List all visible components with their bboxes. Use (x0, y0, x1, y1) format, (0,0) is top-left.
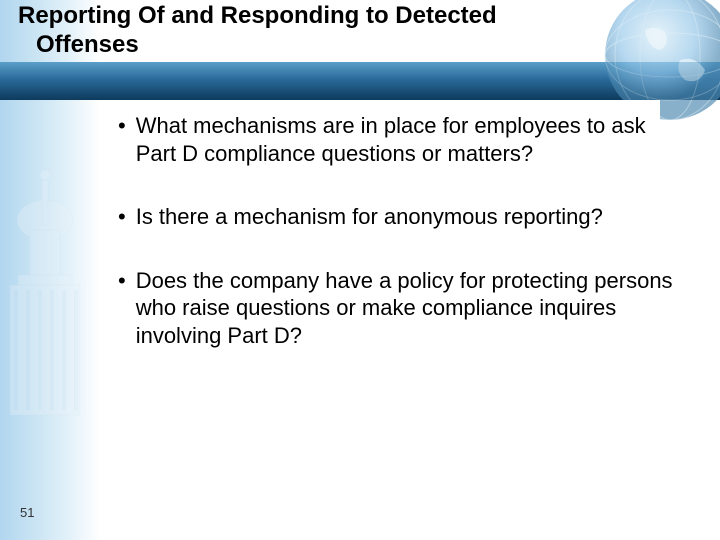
capitol-watermark (0, 160, 110, 540)
title-line-2: Offenses (18, 31, 139, 58)
bullet-text: Is there a mechanism for anonymous repor… (136, 203, 678, 231)
slide-container: Reporting Of and Responding to Detected … (0, 0, 720, 540)
slide-title: Reporting Of and Responding to Detected … (18, 2, 518, 60)
bullet-text: What mechanisms are in place for employe… (136, 112, 678, 167)
bullet-marker: • (118, 203, 126, 231)
page-number: 51 (20, 505, 34, 520)
bullet-item: • Is there a mechanism for anonymous rep… (118, 203, 678, 231)
bullet-marker: • (118, 267, 126, 350)
bullet-list: • What mechanisms are in place for emplo… (118, 112, 678, 385)
bullet-marker: • (118, 112, 126, 167)
bullet-text: Does the company have a policy for prote… (136, 267, 678, 350)
bullet-item: • Does the company have a policy for pro… (118, 267, 678, 350)
bullet-item: • What mechanisms are in place for emplo… (118, 112, 678, 167)
title-line-1: Reporting Of and Responding to Detected (18, 2, 497, 29)
